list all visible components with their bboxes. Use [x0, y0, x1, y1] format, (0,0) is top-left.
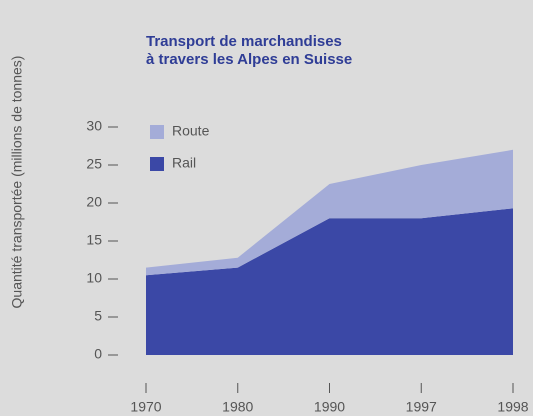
- y-tick-label: 25: [86, 156, 102, 172]
- y-axis-label: Quantité transportée (millions de tonnes…: [9, 56, 25, 309]
- x-tick-label: 1990: [314, 399, 345, 415]
- y-tick-label: 0: [94, 346, 102, 362]
- x-tick-label: 1998: [497, 399, 528, 415]
- x-tick-label: 1997: [406, 399, 437, 415]
- y-tick-label: 5: [94, 308, 102, 324]
- area: [146, 208, 513, 355]
- y-tick-label: 20: [86, 194, 102, 210]
- y-tick-label: 30: [86, 118, 102, 134]
- chart-title: à travers les Alpes en Suisse: [146, 51, 352, 68]
- chart-title: Transport de marchandises: [146, 33, 342, 50]
- legend-swatch: [150, 157, 164, 171]
- y-tick-label: 10: [86, 270, 102, 286]
- legend-label: Rail: [172, 155, 196, 171]
- legend-label: Route: [172, 123, 210, 139]
- area: [146, 149, 513, 276]
- x-tick-label: 1980: [222, 399, 253, 415]
- legend-swatch: [150, 125, 164, 139]
- y-tick-label: 15: [86, 232, 102, 248]
- x-tick-label: 1970: [130, 399, 161, 415]
